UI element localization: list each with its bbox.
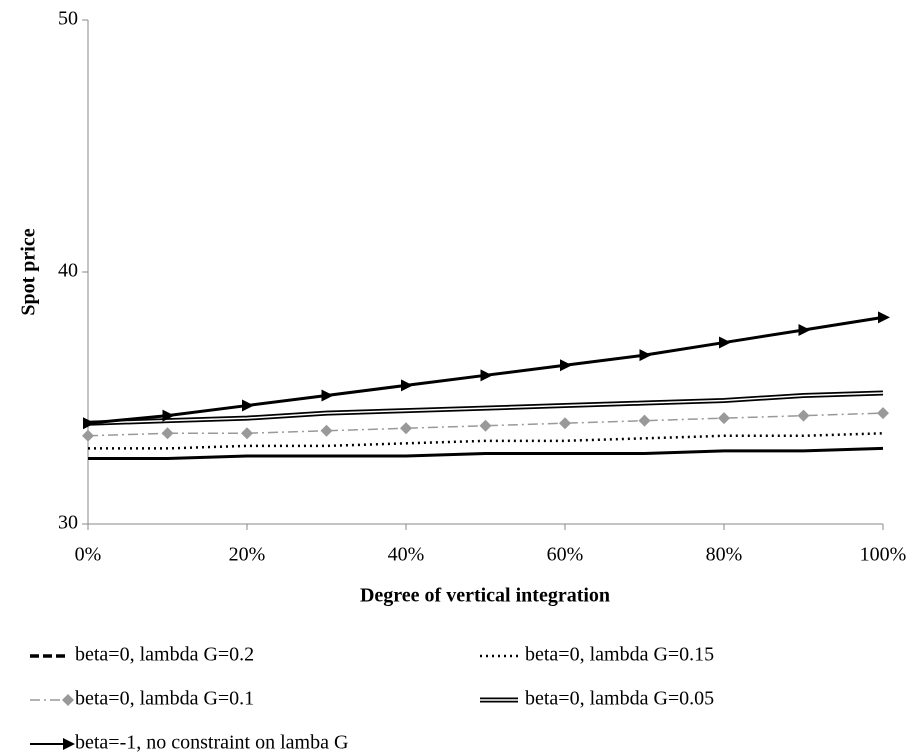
marker xyxy=(83,417,95,430)
marker xyxy=(559,417,571,430)
y-axis-title: Spot price xyxy=(18,228,40,315)
series-line xyxy=(88,446,884,460)
x-tick-label: 100% xyxy=(860,544,907,566)
marker xyxy=(480,369,493,382)
x-tick-label: 40% xyxy=(388,544,425,566)
y-tick-label: 30 xyxy=(58,512,78,534)
marker xyxy=(82,429,94,442)
marker xyxy=(560,359,572,372)
x-axis-title: Degree of vertical integration xyxy=(360,585,610,607)
marker xyxy=(638,414,651,427)
marker xyxy=(162,409,175,422)
marker xyxy=(639,349,652,362)
x-tick-label: 60% xyxy=(547,544,584,566)
legend-label: beta=0, lambda G=0.15 xyxy=(525,644,714,666)
x-tick-label: 20% xyxy=(229,544,266,566)
legend-label: beta=0, lambda G=0.05 xyxy=(525,688,714,710)
y-tick-label: 50 xyxy=(58,8,78,30)
series-line-inner xyxy=(87,392,884,424)
marker xyxy=(878,311,890,324)
marker xyxy=(401,379,413,392)
marker xyxy=(321,389,334,402)
marker xyxy=(719,336,731,349)
marker xyxy=(62,694,74,706)
marker xyxy=(63,738,75,750)
series-line xyxy=(87,412,884,437)
marker xyxy=(718,412,730,425)
marker xyxy=(877,407,889,420)
legend-label: beta=0, lambda G=0.1 xyxy=(75,688,254,710)
legend-label: beta=-1, no constraint on lamba G xyxy=(75,732,348,754)
x-tick-label: 0% xyxy=(75,544,102,566)
marker xyxy=(241,427,253,440)
marker xyxy=(161,427,174,440)
marker xyxy=(479,419,492,432)
marker xyxy=(798,323,811,336)
y-tick-label: 40 xyxy=(58,260,78,282)
marker xyxy=(797,409,810,422)
legend-label: beta=0, lambda G=0.2 xyxy=(75,644,254,666)
marker xyxy=(242,399,254,412)
marker xyxy=(400,422,412,435)
x-tick-label: 80% xyxy=(706,544,743,566)
marker xyxy=(320,424,333,437)
series-line xyxy=(88,432,884,450)
